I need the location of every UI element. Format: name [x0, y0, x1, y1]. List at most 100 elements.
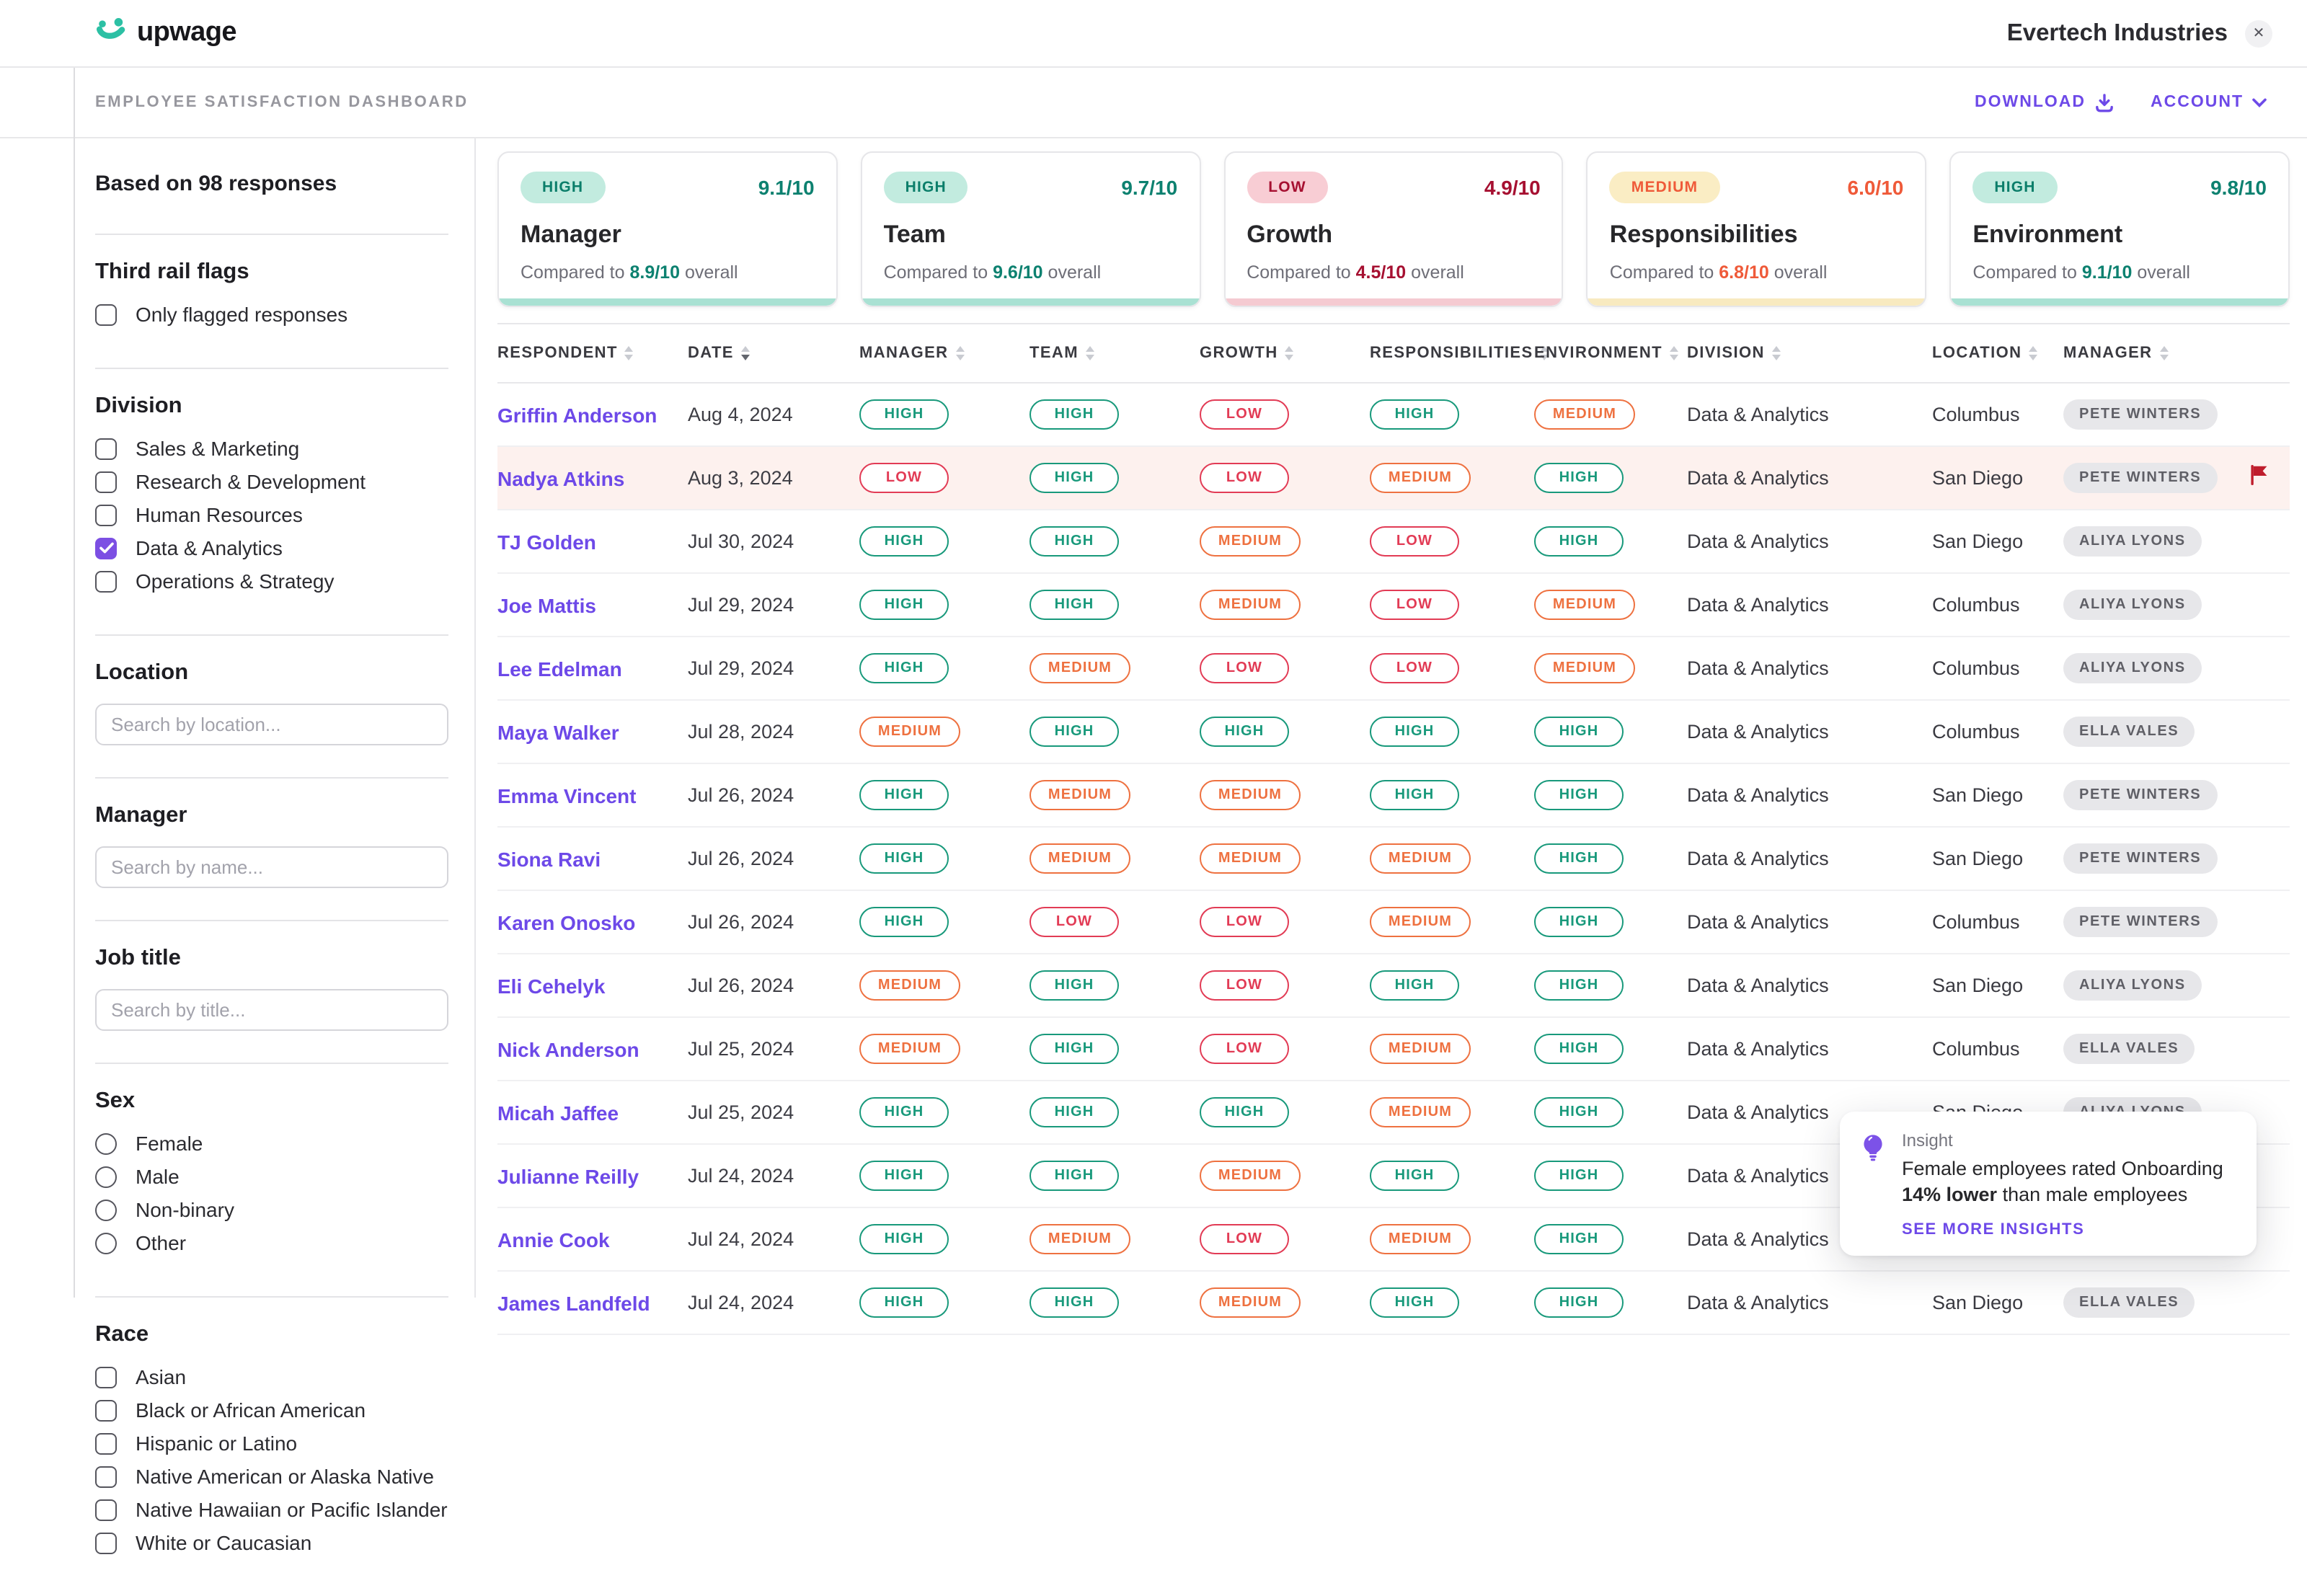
division-filter-option[interactable]: Operations & Strategy [95, 569, 448, 593]
sort-icon[interactable] [1085, 345, 1094, 361]
manager-search-input[interactable] [95, 846, 448, 888]
respondent-name-link[interactable]: Nadya Atkins [497, 466, 625, 489]
environment-score-cell: HIGH [1534, 843, 1687, 874]
section-heading: Division [95, 394, 182, 418]
respondent-name-link[interactable]: Annie Cook [497, 1228, 610, 1251]
manager-score-cell: MEDIUM [859, 970, 1029, 1001]
column-header-growth[interactable]: GROWTH [1200, 345, 1370, 362]
race-filter-option[interactable]: White or Caucasian [95, 1531, 448, 1554]
division-filter-option[interactable]: Research & Development [95, 470, 448, 493]
column-header-date[interactable]: DATE [688, 345, 859, 362]
section-heading: Job title [95, 946, 181, 970]
checkbox-unchecked [95, 570, 117, 592]
location-cell: Columbus [1932, 404, 2020, 425]
manager-score-pill: HIGH [859, 1287, 949, 1318]
responsibilities-score-pill: LOW [1370, 590, 1459, 620]
sort-icon[interactable] [1285, 345, 1294, 361]
division-filter-option[interactable]: Data & Analytics [95, 536, 448, 559]
manager-score-cell: HIGH [859, 1161, 1029, 1191]
column-header-location[interactable]: LOCATION [1932, 345, 2063, 362]
sex-filter-option[interactable]: Female [95, 1132, 448, 1155]
environment-score-cell: MEDIUM [1534, 590, 1687, 620]
respondent-name-link[interactable]: Siona Ravi [497, 847, 601, 870]
column-header-environment[interactable]: ENVIRONMENT [1534, 345, 1687, 362]
location-search-input[interactable] [95, 704, 448, 745]
respondent-name-link[interactable]: Griffin Anderson [497, 403, 657, 426]
compare-value: 8.9/10 [629, 262, 680, 283]
environment-score-pill: HIGH [1534, 1097, 1624, 1127]
responsibilities-score-pill: LOW [1370, 526, 1459, 557]
respondent-name-link[interactable]: Nick Anderson [497, 1037, 639, 1060]
respondent-name-link[interactable]: Karen Onosko [497, 910, 636, 934]
compare-prefix: Compared to [1972, 262, 2082, 283]
sort-icon[interactable] [2029, 345, 2038, 361]
sort-icon[interactable] [624, 345, 634, 361]
sort-icon[interactable] [740, 345, 750, 361]
table-row: James Landfeld Jul 24, 2024 HIGH HIGH MEDIUM… [497, 1272, 2290, 1335]
race-filter-option[interactable]: Native American or Alaska Native [95, 1465, 448, 1488]
download-button[interactable]: DOWNLOAD [1975, 93, 2113, 112]
sort-icon[interactable] [1669, 345, 1678, 361]
manager-name-badge: PETE WINTERS [2063, 843, 2218, 874]
respondent-name-link[interactable]: Julianne Reilly [497, 1164, 639, 1187]
team-score-pill: HIGH [1029, 1161, 1119, 1191]
level-badge: HIGH [1972, 172, 2058, 203]
division-filter-option[interactable]: Sales & Marketing [95, 437, 448, 460]
job-title-search-input[interactable] [95, 989, 448, 1031]
race-filter-option[interactable]: Hispanic or Latino [95, 1432, 448, 1455]
manager-name-badge: PETE WINTERS [2063, 780, 2218, 810]
account-menu-button[interactable]: ACCOUNT [2151, 94, 2267, 111]
sex-filter-option[interactable]: Non-binary [95, 1198, 448, 1221]
respondent-name-link[interactable]: James Landfeld [497, 1291, 650, 1314]
checkbox-unchecked [95, 504, 117, 526]
respondent-name-link[interactable]: Lee Edelman [497, 657, 622, 680]
card-top: MEDIUM 6.0/10 [1609, 172, 1903, 203]
race-filter-option[interactable]: Asian [95, 1365, 448, 1388]
manager-score-pill: HIGH [859, 907, 949, 937]
environment-score-cell: HIGH [1534, 907, 1687, 937]
division-filter-option[interactable]: Human Resources [95, 503, 448, 526]
summary-card-responsibilities: MEDIUM 6.0/10 Responsibilities Compared to … [1586, 151, 1927, 307]
checkbox-unchecked [95, 1499, 117, 1520]
sort-icon[interactable] [1771, 345, 1781, 361]
growth-score-cell: LOW [1200, 1034, 1370, 1064]
sort-icon[interactable] [1540, 345, 1549, 361]
card-accent-bar [1225, 298, 1562, 306]
race-filter-option[interactable]: Native Hawaiian or Pacific Islander [95, 1498, 448, 1521]
respondent-name-link[interactable]: Joe Mattis [497, 593, 596, 616]
response-date: Jul 26, 2024 [688, 911, 794, 933]
manager-cell: ALIYA LYONS [2063, 970, 2249, 1001]
see-more-insights-link[interactable]: SEE MORE INSIGHTS [1902, 1221, 2085, 1239]
column-header-manager[interactable]: MANAGER [859, 345, 1029, 362]
manager-cell: ALIYA LYONS [2063, 526, 2249, 557]
section-heading: Location [95, 660, 189, 685]
manager-name-badge: ALIYA LYONS [2063, 590, 2202, 620]
sort-icon[interactable] [2159, 345, 2169, 361]
environment-score-pill: HIGH [1534, 907, 1624, 937]
column-header-responsibilities[interactable]: RESPONSIBILITIES [1370, 345, 1549, 362]
race-filter-option[interactable]: Black or African American [95, 1398, 448, 1422]
column-header-manager[interactable]: MANAGER [2063, 345, 2249, 362]
sex-filter-option[interactable]: Other [95, 1231, 448, 1254]
column-header-team[interactable]: TEAM [1029, 345, 1200, 362]
flagged-filter-option[interactable]: Only flagged responses [95, 303, 448, 326]
summary-card-growth: LOW 4.9/10 Growth Compared to 4.5/10 overal… [1223, 151, 1564, 307]
close-icon[interactable]: ✕ [2245, 19, 2272, 47]
respondent-name-link[interactable]: TJ Golden [497, 530, 596, 553]
compare-prefix: Compared to [1609, 262, 1719, 283]
summary-cards: HIGH 9.1/10 Manager Compared to 8.9/10 over… [497, 151, 2290, 307]
respondent-name-link[interactable]: Eli Cehelyk [497, 974, 606, 997]
division-filter-label: Sales & Marketing [136, 437, 300, 460]
respondent-name-link[interactable]: Emma Vincent [497, 784, 637, 807]
respondent-name-link[interactable]: Micah Jaffee [497, 1101, 619, 1124]
table-row: Emma Vincent Jul 26, 2024 HIGH MEDIUM MEDIUM… [497, 764, 2290, 828]
respondent-name-link[interactable]: Maya Walker [497, 720, 619, 743]
column-header-division[interactable]: DIVISION [1687, 345, 1932, 362]
sort-icon[interactable] [955, 345, 965, 361]
environment-score-pill: HIGH [1534, 1287, 1624, 1318]
sex-filter-option[interactable]: Male [95, 1165, 448, 1188]
growth-score-pill: LOW [1200, 399, 1289, 430]
column-header-respondent[interactable]: RESPONDENT [497, 345, 688, 362]
environment-score-cell: HIGH [1534, 1034, 1687, 1064]
growth-score-pill: LOW [1200, 653, 1289, 683]
